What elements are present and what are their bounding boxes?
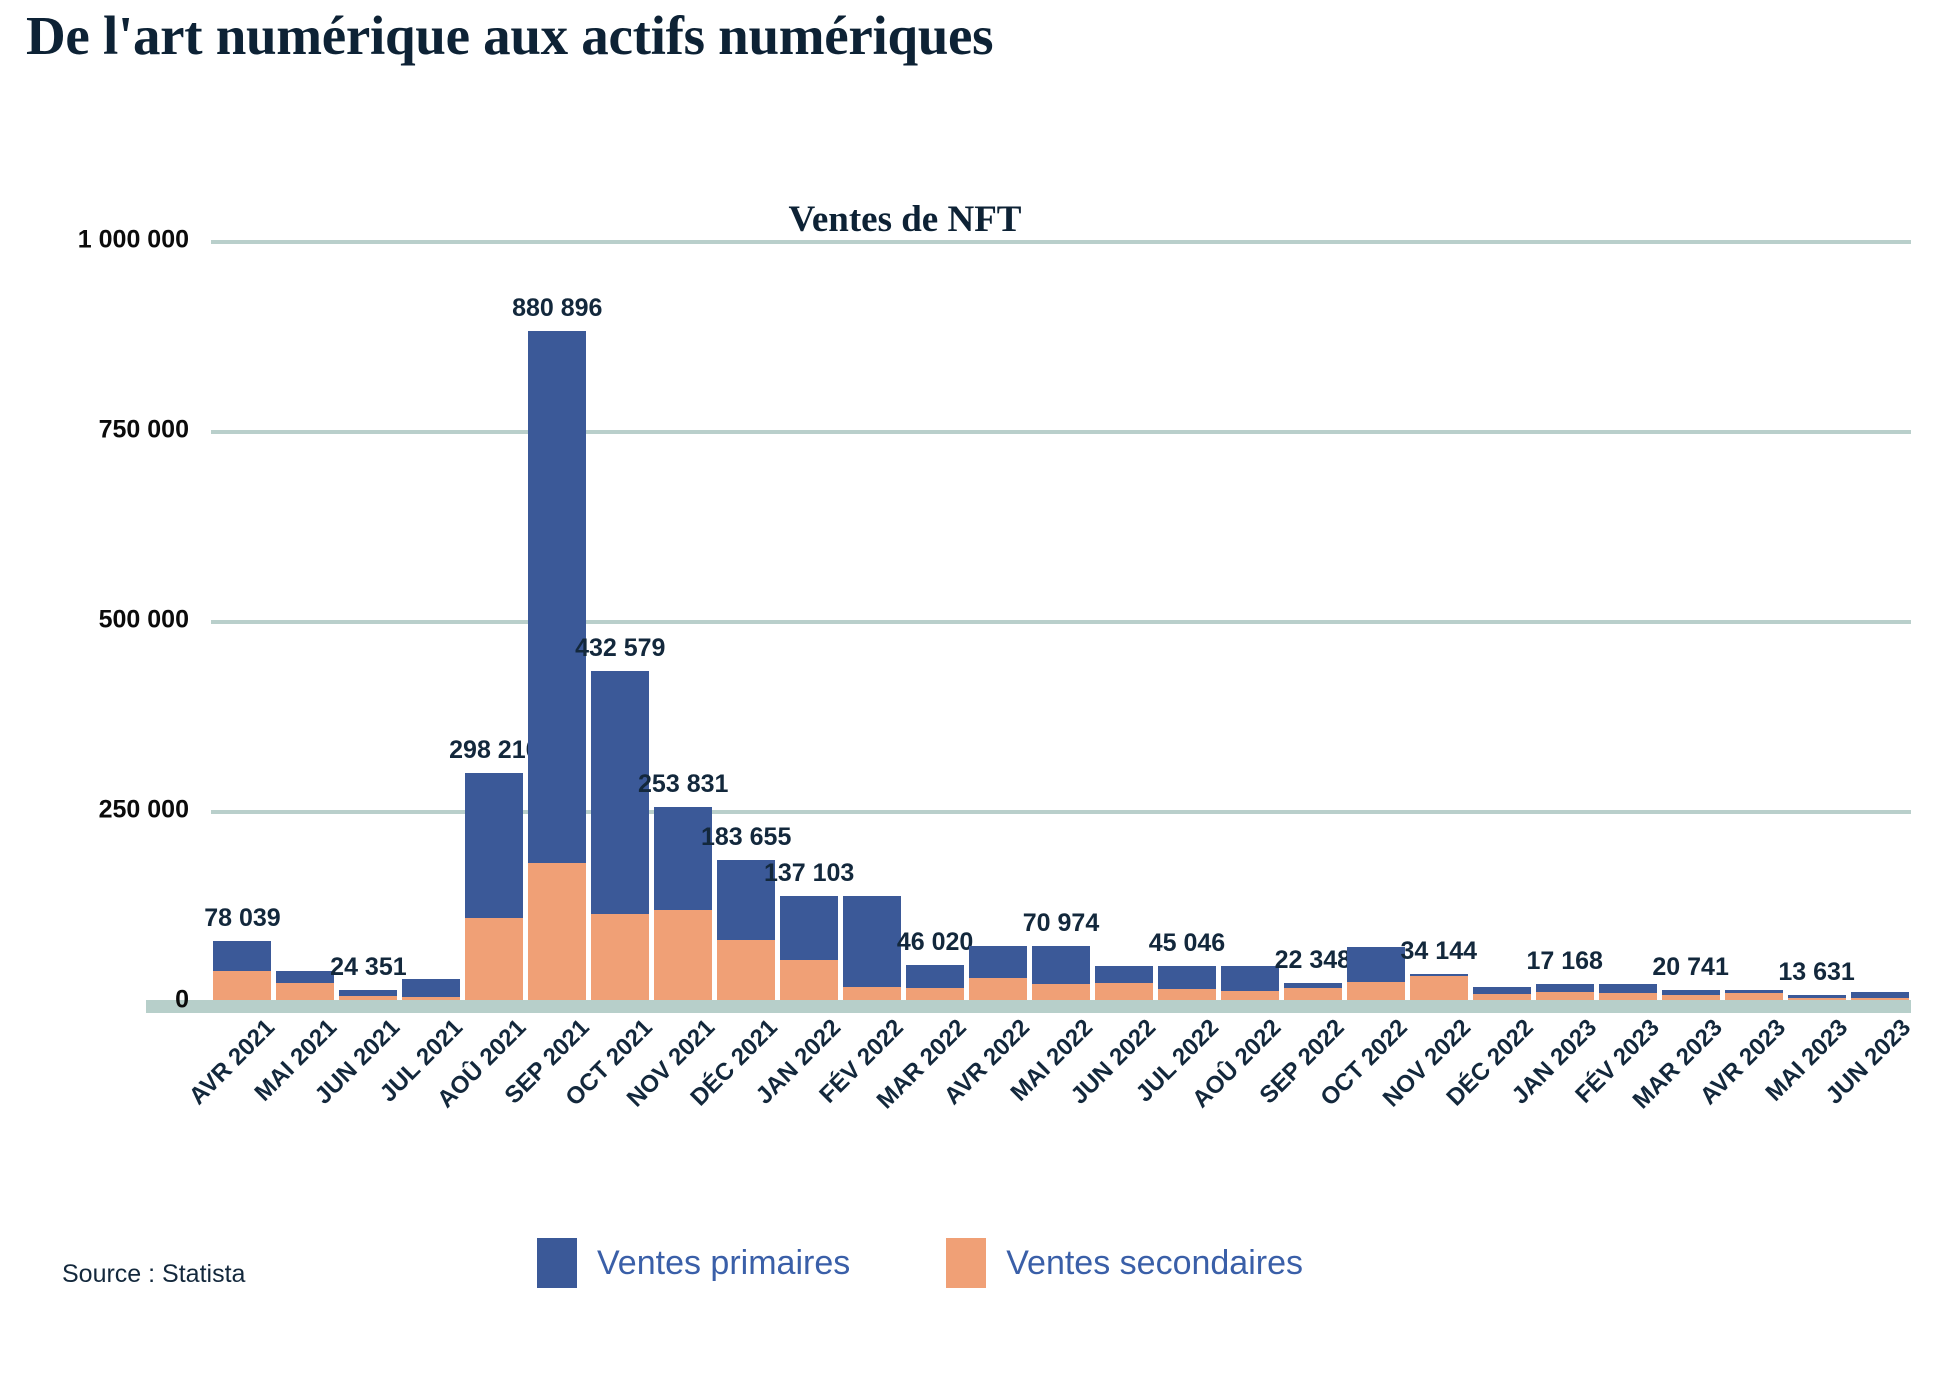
bar-segment-primary[interactable] xyxy=(780,895,839,961)
chart-plot-area: 1 000 000 750 000 500 000 250 000 0 78 039 24… xyxy=(78,226,1911,1014)
bar-segment-primary[interactable] xyxy=(465,773,524,918)
bar-value-label: 24 351 xyxy=(330,952,407,981)
bar-segment-primary[interactable] xyxy=(213,940,272,972)
bar-segment-secondary[interactable] xyxy=(906,987,965,1000)
bar-segment-secondary[interactable] xyxy=(780,960,839,1000)
bar-segment-primary[interactable] xyxy=(654,807,713,910)
legend-item-secondary[interactable]: Ventes secondaires xyxy=(946,1238,1303,1288)
bar-segment-primary[interactable] xyxy=(276,971,335,984)
bar-segment-primary[interactable] xyxy=(1535,984,1594,992)
bar-segment-primary[interactable] xyxy=(1220,965,1279,991)
bar-segment-secondary[interactable] xyxy=(717,940,776,1000)
bar-value-label: 46 020 xyxy=(896,928,974,957)
bar-segment-secondary[interactable] xyxy=(276,983,335,1000)
bar-segment-primary[interactable] xyxy=(1787,994,1846,998)
bar-segment-secondary[interactable] xyxy=(1598,992,1657,1000)
bar-segment-secondary[interactable] xyxy=(402,997,461,1000)
legend-item-primary[interactable]: Ventes primaires xyxy=(537,1238,850,1288)
legend-swatch xyxy=(946,1238,987,1288)
bar-value-label: 183 655 xyxy=(700,823,792,852)
bar-value-label: 78 039 xyxy=(204,903,281,932)
bar-segment-secondary[interactable] xyxy=(465,917,524,1000)
chart-title: Ventes de NFT xyxy=(788,199,1022,240)
bar-value-label: 13 631 xyxy=(1778,957,1855,986)
bar-value-label: 880 896 xyxy=(512,293,603,322)
bar-value-label: 432 579 xyxy=(575,634,666,663)
legend-label: Ventes secondaires xyxy=(1006,1243,1303,1282)
bar-segment-secondary[interactable] xyxy=(1094,982,1153,1000)
bar-segment-secondary[interactable] xyxy=(1472,993,1531,1000)
bar-segment-primary[interactable] xyxy=(1283,983,1342,989)
bar-segment-secondary[interactable] xyxy=(1787,997,1846,1000)
axis-baseline xyxy=(146,1000,1911,1013)
y-axis-tick-label: 1 000 000 xyxy=(77,225,189,254)
chart-legend: Ventes primaires Ventes secondaires xyxy=(0,1238,1940,1288)
bar-segment-primary[interactable] xyxy=(1346,946,1405,983)
bar-segment-primary[interactable] xyxy=(1598,984,1657,993)
gridline xyxy=(211,430,1911,434)
bar-value-label: 45 046 xyxy=(1148,928,1226,957)
bar-segment-secondary[interactable] xyxy=(1346,982,1405,1000)
bar-segment-secondary[interactable] xyxy=(1283,988,1342,1000)
gridline xyxy=(211,620,1911,624)
bar-segment-secondary[interactable] xyxy=(843,987,902,1000)
bar-segment-secondary[interactable] xyxy=(1032,984,1090,1000)
bar-segment-secondary[interactable] xyxy=(1850,998,1909,1000)
bar-segment-primary[interactable] xyxy=(1661,989,1720,995)
page-title: De l'art numérique aux actifs numériques xyxy=(26,5,994,66)
bar-segment-secondary[interactable] xyxy=(1409,975,1468,1000)
y-axis-tick-label: 0 xyxy=(175,985,189,1014)
bar-series-group: 78 039 24 351 298 210 880 896 432 579 253 831… xyxy=(204,240,1911,1000)
bar-segment-primary[interactable] xyxy=(843,895,902,988)
bar-value-label: 70 974 xyxy=(1022,909,1100,938)
y-axis-tick-label: 250 000 xyxy=(98,795,189,824)
bar-segment-secondary[interactable] xyxy=(339,996,398,1000)
y-axis-tick-label: 500 000 xyxy=(98,605,189,634)
bar-segment-secondary[interactable] xyxy=(1724,993,1783,1000)
legend-label: Ventes primaires xyxy=(597,1243,851,1282)
bar-value-label: 17 168 xyxy=(1526,947,1603,976)
bar-segment-secondary[interactable] xyxy=(1535,991,1594,1000)
y-axis-tick-label: 750 000 xyxy=(98,415,189,444)
bar-segment-secondary[interactable] xyxy=(213,971,272,1000)
bar-segment-secondary[interactable] xyxy=(969,977,1028,1000)
bar-value-label: 34 144 xyxy=(1400,937,1477,966)
bar-value-label: 253 831 xyxy=(638,770,729,799)
bar-segment-primary[interactable] xyxy=(1472,986,1531,994)
bar-segment-primary[interactable] xyxy=(402,979,461,998)
bar-segment-primary[interactable] xyxy=(906,965,965,988)
bar-segment-primary[interactable] xyxy=(969,946,1028,978)
bar-segment-secondary[interactable] xyxy=(1157,988,1216,1000)
bar-segment-primary[interactable] xyxy=(339,989,398,997)
bar-value-label: 22 348 xyxy=(1274,946,1352,975)
bar-value-label: 298 210 xyxy=(449,736,540,765)
bar-segment-primary[interactable] xyxy=(1094,965,1153,983)
gridline xyxy=(211,810,1911,814)
gridline xyxy=(211,240,1911,244)
bar-value-label: 20 741 xyxy=(1652,952,1729,981)
legend-swatch xyxy=(537,1238,577,1288)
bar-segment-primary[interactable] xyxy=(717,860,776,941)
bar-segment-primary[interactable] xyxy=(1724,989,1783,994)
bar-segment-secondary[interactable] xyxy=(1661,994,1720,1000)
bar-segment-primary[interactable] xyxy=(1157,965,1216,989)
bar-segment-secondary[interactable] xyxy=(1220,990,1279,1000)
bar-segment-primary[interactable] xyxy=(1850,992,1909,999)
bar-segment-secondary[interactable] xyxy=(591,914,650,1000)
source-note: Source : Statista xyxy=(62,1260,246,1288)
bar-segment-primary[interactable] xyxy=(528,330,587,863)
bar-segment-secondary[interactable] xyxy=(654,909,713,1000)
bar-segment-primary[interactable] xyxy=(591,671,650,915)
bar-segment-primary[interactable] xyxy=(1032,946,1090,985)
bar-segment-primary[interactable] xyxy=(1409,974,1468,976)
bar-value-label: 137 103 xyxy=(763,858,855,887)
bar-segment-secondary[interactable] xyxy=(528,862,587,1000)
